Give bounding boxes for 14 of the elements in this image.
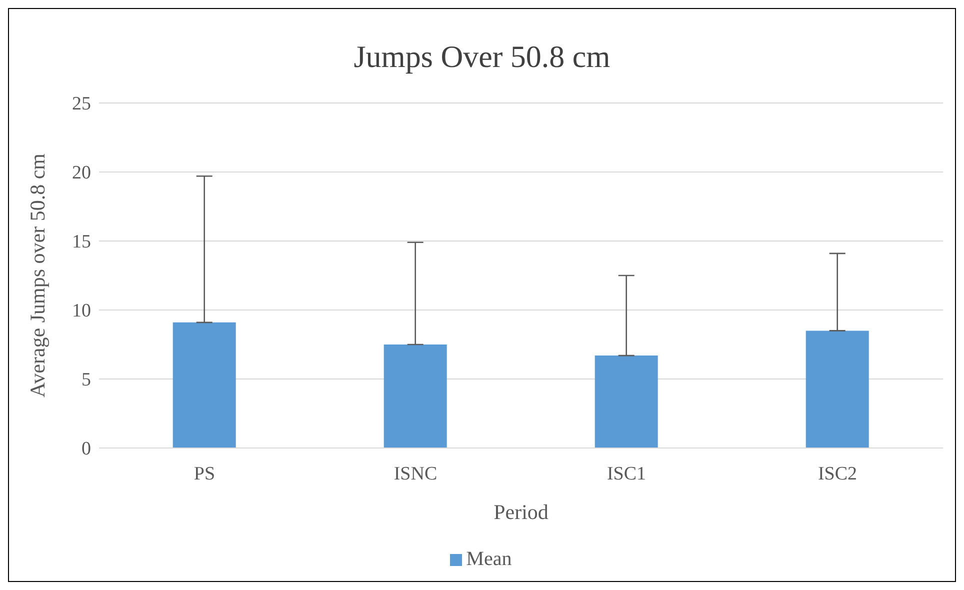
y-axis-title: Average Jumps over 50.8 cm — [25, 154, 50, 398]
x-axis-title: Period — [494, 500, 549, 524]
y-tick-label: 15 — [72, 232, 91, 253]
chart-title: Jumps Over 50.8 cm — [352, 39, 612, 75]
x-tick-label: ISC2 — [818, 463, 858, 484]
x-tick-label: PS — [194, 463, 216, 484]
y-tick-label: 25 — [72, 94, 91, 115]
y-tick-label: 0 — [82, 438, 91, 460]
y-tick-label: 5 — [82, 370, 91, 391]
legend-label: Mean — [466, 548, 512, 570]
y-tick-label: 10 — [72, 300, 91, 322]
y-tick-label: 20 — [72, 162, 91, 184]
x-tick-label: ISNC — [394, 463, 438, 484]
x-tick-label: ISC1 — [606, 463, 646, 484]
